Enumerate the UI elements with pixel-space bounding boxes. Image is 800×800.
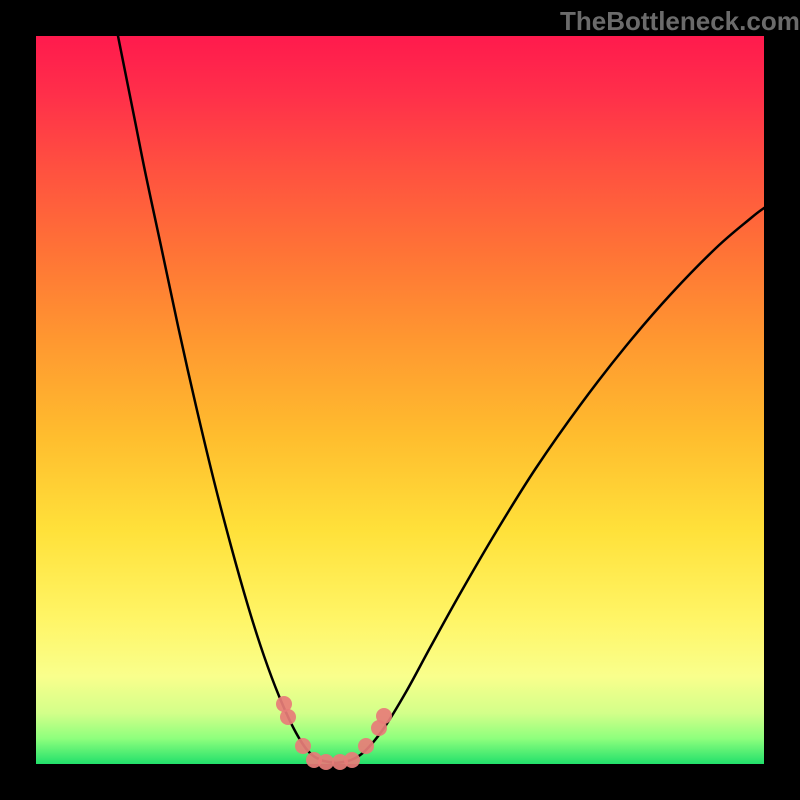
marker-dot: [358, 738, 374, 754]
chart-frame: TheBottleneck.com: [0, 0, 800, 800]
watermark-label: TheBottleneck.com: [560, 6, 800, 37]
marker-dot: [295, 738, 311, 754]
chart-svg-layer: [0, 0, 800, 800]
curve-right: [336, 208, 764, 763]
curve-left: [118, 36, 336, 763]
marker-group: [276, 696, 392, 770]
marker-dot: [280, 709, 296, 725]
marker-dot: [318, 754, 334, 770]
marker-dot: [344, 752, 360, 768]
marker-dot: [376, 708, 392, 724]
